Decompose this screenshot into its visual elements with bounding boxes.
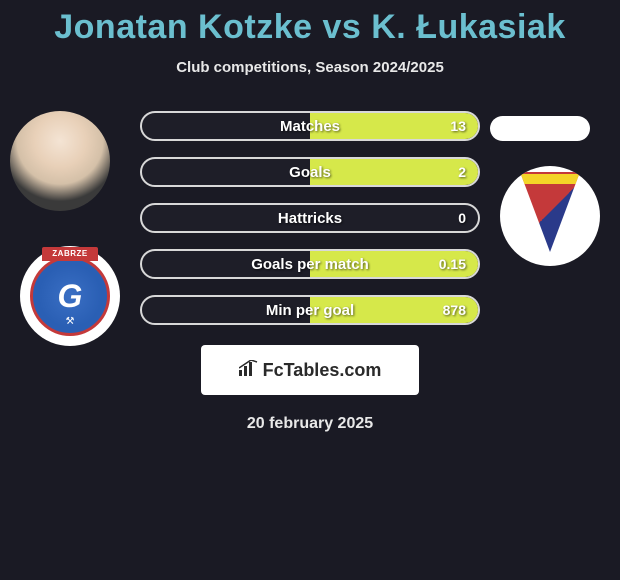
player2-photo [490,116,590,141]
stat-pill: Matches 13 [140,111,480,141]
stat-row: Goals per match 0.15 [140,249,480,279]
stat-bar: Goals 2 [140,157,480,187]
player2-name: K. Łukasiak [371,8,565,46]
stat-bar: Hattricks 0 [140,203,480,233]
stat-pill: Hattricks 0 [140,203,480,233]
hammers-icon: ⚒ [66,316,75,327]
stat-row: Hattricks 0 [140,203,480,233]
stat-bar: Matches 13 [140,111,480,141]
stat-label: Goals per match [251,256,369,273]
stat-value-right: 13 [450,118,466,134]
stat-pill: Min per goal 878 [140,295,480,325]
stat-bar: Min per goal 878 [140,295,480,325]
footer-logo-text: FcTables.com [263,360,382,381]
club-top-text: ZABRZE [52,249,87,258]
subtitle: Club competitions, Season 2024/2025 [0,59,620,76]
stat-rows: Matches 13 Goals 2 Hattricks 0 Goals per match… [140,111,480,325]
stats-area: ZABRZE G ⚒ Matches 13 Goals 2 Hattricks 0 Goal… [0,111,620,325]
club-badge-icon: ZABRZE G ⚒ [30,256,110,336]
comparison-container: Jonatan Kotzke vs K. Łukasiak Club compe… [0,0,620,580]
stat-pill: Goals per match 0.15 [140,249,480,279]
player1-name: Jonatan Kotzke [54,8,312,46]
footer-logo[interactable]: FcTables.com [201,345,419,395]
player2-club-logo [500,166,600,266]
stat-pill: Goals 2 [140,157,480,187]
stat-value-right: 0.15 [439,256,466,272]
stat-label: Min per goal [266,302,354,319]
stat-row: Matches 13 [140,111,480,141]
stat-value-right: 878 [443,302,466,318]
stat-label: Hattricks [278,210,342,227]
player1-club-logo: ZABRZE G ⚒ [20,246,120,346]
stat-right-fill [310,159,478,185]
pennant-icon [520,172,580,252]
stat-bar: Goals per match 0.15 [140,249,480,279]
footer-date: 20 february 2025 [0,415,620,433]
stat-value-right: 2 [458,164,466,180]
page-title: Jonatan Kotzke vs K. Łukasiak [0,8,620,47]
stat-row: Goals 2 [140,157,480,187]
chart-icon [239,360,259,381]
club-letter: G [58,278,83,315]
stat-label: Goals [289,164,331,181]
vs-separator: vs [322,8,361,46]
stat-row: Min per goal 878 [140,295,480,325]
stat-label: Matches [280,118,340,135]
player1-photo [10,111,110,211]
stat-value-right: 0 [458,210,466,226]
